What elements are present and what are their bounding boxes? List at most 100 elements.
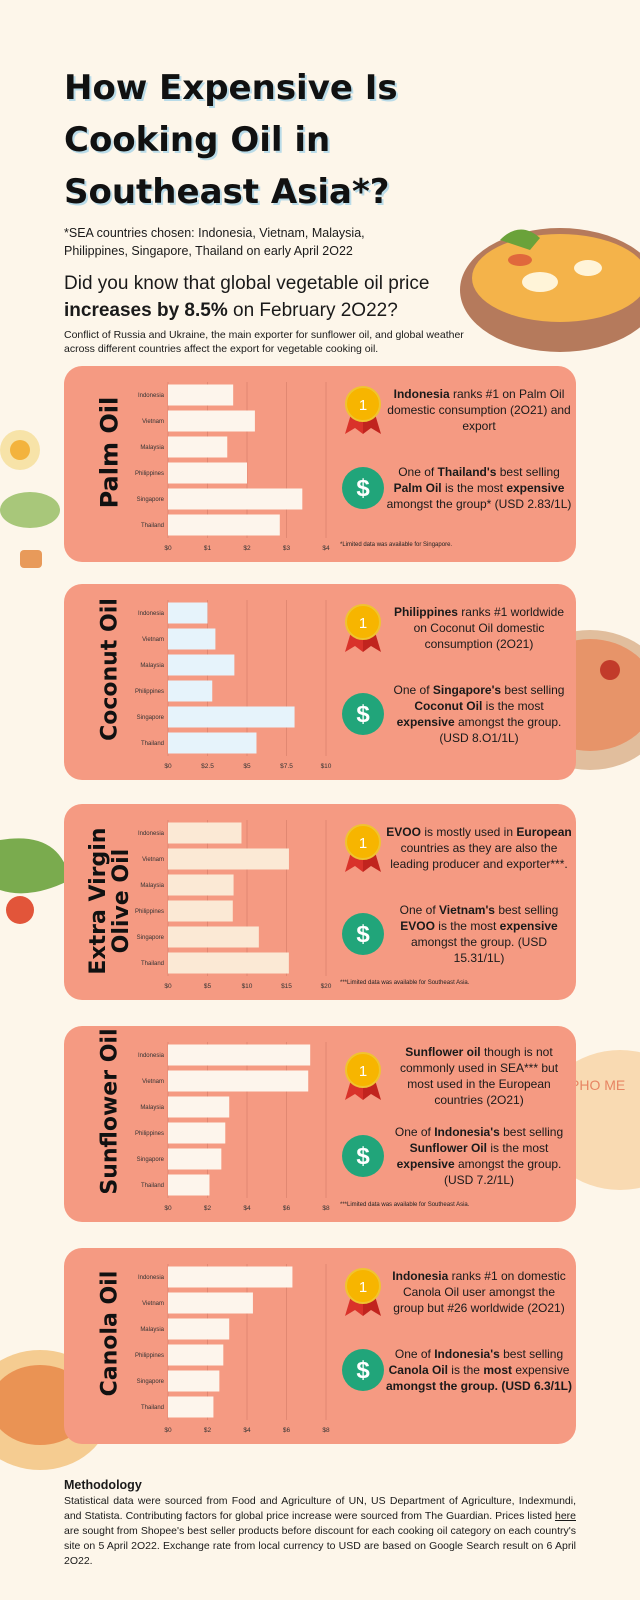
info-segment: is mostly used in (420, 825, 517, 839)
medal-icon: 1 (345, 1052, 381, 1100)
medal-rank: 1 (359, 615, 367, 632)
category-label: Singapore (137, 935, 165, 941)
dollar-icon: $ (342, 693, 384, 735)
info-segment: One of (393, 683, 433, 697)
salad-illustration (0, 430, 60, 568)
x-tick-label: $0 (164, 545, 172, 552)
info-segment: ranks #1 worldwide on Coconut Oil domest… (413, 605, 565, 651)
info-segment: ranks #1 on Palm Oil domestic consumptio… (387, 387, 571, 433)
category-label: Philippines (135, 909, 164, 915)
bar (168, 874, 234, 896)
medal-icon: 1 (345, 604, 381, 652)
oil-label-line: Sunflower Oil (97, 1028, 123, 1195)
dollar-icon: $ (342, 467, 384, 509)
x-tick-label: $6 (283, 1205, 291, 1212)
methodology-text-post: are sought from Shopee's best seller pro… (64, 1525, 576, 1567)
x-tick-label: $1 (204, 545, 212, 552)
price-info: $ One of Indonesia's best selling Canola … (340, 1346, 572, 1394)
medal-icon-wrap: 1 (340, 1266, 386, 1318)
x-tick-label: $2 (204, 1205, 212, 1212)
prices-link[interactable]: here (554, 1510, 576, 1522)
price-text: One of Indonesia's best selling Sunflowe… (386, 1124, 572, 1188)
x-tick-label: $5 (243, 763, 251, 770)
bar (168, 1266, 293, 1288)
dollar-icon: $ (342, 1135, 384, 1177)
medal-icon: 1 (345, 824, 381, 872)
bar-chart: $0 $1 $2 $3 $4 Indonesia Vietnam Malaysia Philip… (135, 382, 330, 552)
bar (168, 680, 213, 702)
bar (168, 1344, 224, 1366)
dollar-icon-wrap: $ (340, 1348, 386, 1392)
info-highlight: Singapore's (432, 683, 502, 697)
info-segment: ranks #1 on domestic Canola Oil user amo… (393, 1269, 566, 1315)
bar (168, 384, 234, 406)
bar (168, 1292, 253, 1314)
price-info: $ One of Thailand's best selling Palm Oil… (340, 464, 572, 512)
x-tick-label: $4 (243, 1427, 251, 1434)
info-segment: is the most (486, 1141, 549, 1155)
bar (168, 1370, 220, 1392)
x-tick-label: $10 (242, 983, 253, 990)
dollar-sign: $ (356, 701, 370, 728)
medal-icon-wrap: 1 (340, 822, 386, 874)
x-tick-label: $7.5 (280, 763, 293, 770)
x-tick-label: $4 (243, 1205, 251, 1212)
oil-label-line: Palm Oil (95, 396, 124, 509)
info-highlight: EVOO (400, 919, 435, 933)
x-tick-label: $0 (164, 1427, 172, 1434)
info-highlight: Palm Oil (393, 481, 442, 495)
category-label: Singapore (137, 497, 165, 503)
question-post: on February 2O22? (233, 300, 398, 321)
dollar-icon: $ (342, 1349, 384, 1391)
info-highlight: Philippines (393, 605, 458, 619)
category-label: Singapore (137, 1379, 165, 1385)
info-segment: countries as they are also the leading p… (390, 841, 568, 871)
info-segment: One of (399, 903, 439, 917)
info-highlight: Sunflower oil (405, 1045, 481, 1059)
category-label: Indonesia (138, 831, 165, 837)
price-text: One of Vietnam's best selling EVOO is th… (386, 902, 572, 966)
bar (168, 706, 295, 728)
bar (168, 1148, 222, 1170)
oil-card: Coconut Oil $0 $2.5 $5 $7.5 $10 Indonesia Vietn… (64, 584, 576, 780)
category-label: Vietnam (142, 1079, 164, 1085)
info-highlight: Indonesia's (434, 1125, 500, 1139)
oil-type-label: Coconut Oil (97, 577, 122, 763)
category-label: Indonesia (138, 611, 165, 617)
info-highlight: most (483, 1363, 516, 1377)
oil-label-line: Extra Virgin (85, 827, 111, 975)
info-segment: is the most (441, 481, 507, 495)
x-tick-label: $2 (243, 545, 251, 552)
card-footnote: ***Limited data was available for Southe… (340, 980, 470, 986)
info-segment: amongst the group. (USD 7.2/1L) (443, 1157, 562, 1187)
info-segment: best selling (496, 465, 560, 479)
category-label: Malaysia (140, 663, 164, 669)
pho-text: PHO ME (570, 1077, 625, 1093)
oil-type-label: Sunflower Oil (97, 1019, 123, 1205)
rank-info: 1 Indonesia ranks #1 on Palm Oil domestic… (340, 384, 572, 436)
medal-rank: 1 (359, 1063, 367, 1080)
bar (168, 732, 257, 754)
oil-type-label: Palm Oil (95, 360, 124, 546)
bar (168, 848, 289, 870)
bar-chart: $0 $2 $4 $6 $8 Indonesia Vietnam Malaysia Philip… (135, 1264, 330, 1434)
intro-text: Conflict of Russia and Ukraine, the main… (64, 329, 464, 355)
x-tick-label: $4 (322, 545, 330, 552)
category-label: Malaysia (140, 883, 164, 889)
bar (168, 1070, 309, 1092)
medal-rank: 1 (359, 835, 367, 852)
x-tick-label: $3 (283, 545, 291, 552)
category-label: Philippines (135, 471, 164, 477)
info-highlight: Indonesia's (434, 1347, 500, 1361)
info-segment: is the (447, 1363, 484, 1377)
rank-text: Philippines ranks #1 worldwide on Coconu… (386, 604, 572, 652)
info-highlight: Canola Oil (388, 1363, 448, 1377)
info-segment: best selling (499, 1347, 564, 1361)
page-title: How Expensive Is Cooking Oil in Southeas… (64, 68, 398, 212)
x-tick-label: $10 (321, 763, 332, 770)
bar (168, 1044, 311, 1066)
info-segment: amongst the group* (USD 2.83/1L) (386, 497, 572, 511)
category-label: Thailand (141, 741, 164, 747)
info-segment: One of (394, 1347, 435, 1361)
x-tick-label: $2 (204, 1427, 212, 1434)
